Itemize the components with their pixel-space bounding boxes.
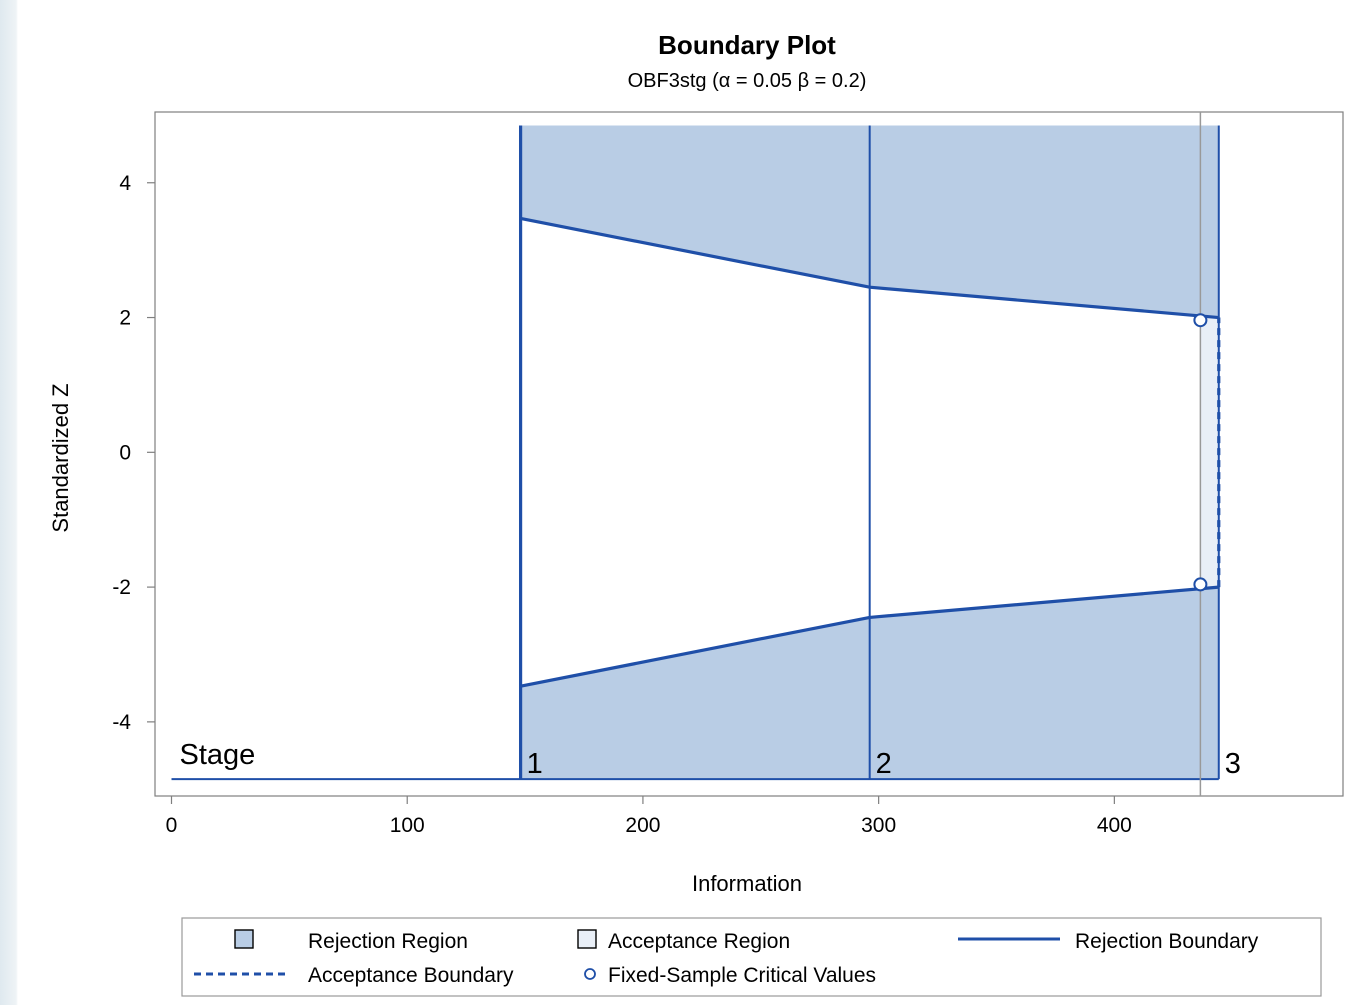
y-tick-label: -2 [112, 576, 131, 599]
upper-rejection-boundary [520, 216, 1219, 320]
fixed-sample-critical-value [1193, 313, 1208, 328]
y-tick-label: 4 [119, 172, 131, 195]
legend-frame [181, 917, 1322, 997]
chart-subtitle: OBF3stg (α = 0.05 β = 0.2) [628, 70, 867, 92]
fixed-sample-swatch [584, 968, 596, 980]
stage-axis-title: Stage [180, 739, 256, 771]
fixed-sample-critical-value [1193, 577, 1208, 592]
x-tick-label: 0 [166, 814, 178, 837]
stage-1-label: 1 [527, 748, 543, 780]
boundary-plot-chart: Boundary Plot OBF3stg (α = 0.05 β = 0.2)… [48, 30, 1344, 997]
stage-2-label: 2 [876, 748, 892, 780]
x-tick-label: 200 [625, 814, 660, 837]
chart-panel: Boundary Plot OBF3stg (α = 0.05 β = 0.2)… [18, 6, 1348, 1004]
y-tick-label: -4 [112, 711, 131, 734]
legend-fixed-sample: Fixed-Sample Critical Values [608, 964, 876, 987]
lower-rejection-boundary [520, 585, 1219, 688]
rejection-region-swatch [234, 929, 254, 949]
x-tick-label: 100 [390, 814, 425, 837]
plot-frame [154, 111, 1344, 797]
y-tick-label: 0 [119, 441, 131, 464]
y-tick-label: 2 [119, 307, 131, 330]
stage-3-label: 3 [1225, 748, 1241, 780]
y-axis-label: Standardized Z [48, 383, 73, 532]
legend-rejection-boundary: Rejection Boundary [1075, 930, 1259, 953]
acceptance-region-swatch [577, 929, 597, 949]
legend-acceptance-boundary: Acceptance Boundary [308, 964, 514, 987]
plot-area: 1 2 3 Stage 0 100 200 300 400 -4 -2 0 2 4 [112, 111, 1344, 837]
x-tick-label: 400 [1097, 814, 1132, 837]
x-axis-label: Information [692, 871, 802, 896]
legend-rejection-region: Rejection Region [308, 930, 468, 953]
legend-acceptance-region: Acceptance Region [608, 930, 790, 953]
chart-title: Boundary Plot [658, 30, 836, 60]
x-tick-label: 300 [861, 814, 896, 837]
acceptance-region [1200, 317, 1219, 588]
legend: Rejection Region Acceptance Region Rejec… [181, 917, 1322, 997]
